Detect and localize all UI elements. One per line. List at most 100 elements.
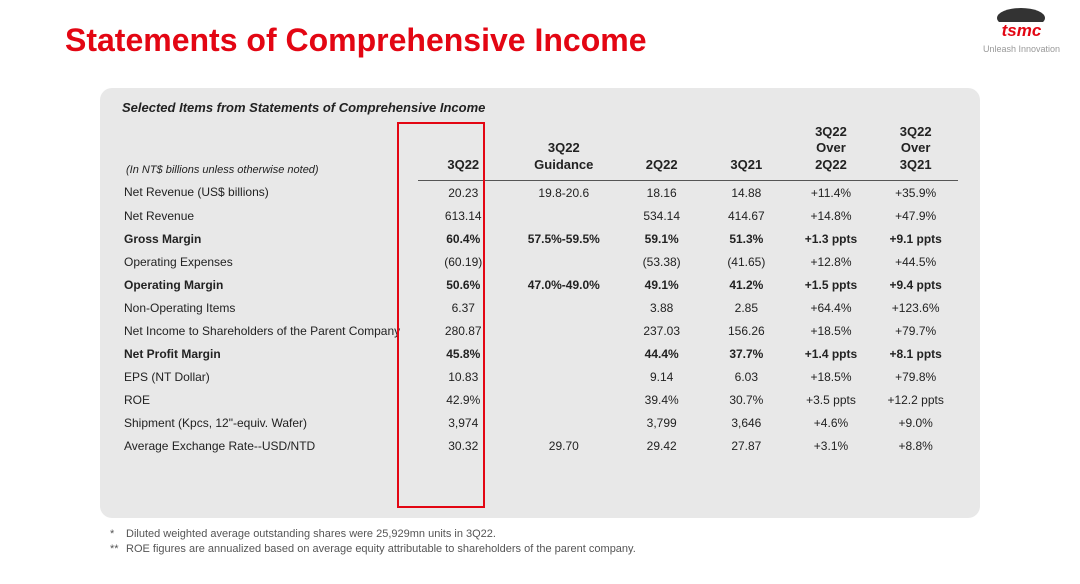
col-guidance: 3Q22 Guidance	[508, 119, 619, 181]
units-note: (In NT$ billions unless otherwise noted)	[122, 119, 418, 181]
cell-guidance: 19.8-20.6	[508, 181, 619, 205]
col-over-2q22: 3Q22 Over 2Q22	[789, 119, 874, 181]
cell-3q21: 156.26	[704, 319, 789, 342]
col-over-3q21: 3Q22 Over 3Q21	[873, 119, 958, 181]
cell-2q22: 39.4%	[619, 388, 704, 411]
cell-2q22: 237.03	[619, 319, 704, 342]
cell-over-2q22: +14.8%	[789, 204, 874, 227]
cell-3q21: 414.67	[704, 204, 789, 227]
col-over3q-l2: Over	[901, 140, 931, 155]
col-over2q-l2: Over	[816, 140, 846, 155]
cell-over-3q21: +79.8%	[873, 365, 958, 388]
cell-2q22: 29.42	[619, 434, 704, 457]
cell-3q22: 280.87	[418, 319, 508, 342]
col-guidance-l1: 3Q22	[548, 140, 580, 155]
cell-over-3q21: +123.6%	[873, 296, 958, 319]
col-3q22: 3Q22	[418, 119, 508, 181]
cell-2q22: 18.16	[619, 181, 704, 205]
cell-3q21: 27.87	[704, 434, 789, 457]
footnote-2-text: ROE figures are annualized based on aver…	[126, 543, 636, 555]
row-label: Net Income to Shareholders of the Parent…	[122, 319, 418, 342]
cell-over-2q22: +3.5 ppts	[789, 388, 874, 411]
cell-over-2q22: +1.3 ppts	[789, 227, 874, 250]
table-row: Net Income to Shareholders of the Parent…	[122, 319, 958, 342]
cell-guidance	[508, 296, 619, 319]
col-3q21: 3Q21	[704, 119, 789, 181]
cell-3q22: 30.32	[418, 434, 508, 457]
footnote-1: *Diluted weighted average outstanding sh…	[110, 528, 636, 540]
table-row: ROE42.9% 39.4%30.7%+3.5 ppts+12.2 ppts	[122, 388, 958, 411]
cell-over-3q21: +12.2 ppts	[873, 388, 958, 411]
cell-3q21: 41.2%	[704, 273, 789, 296]
row-label: ROE	[122, 388, 418, 411]
cell-over-3q21: +35.9%	[873, 181, 958, 205]
cell-over-2q22: +1.5 ppts	[789, 273, 874, 296]
cell-3q21: 37.7%	[704, 342, 789, 365]
logo-mark: tsmc	[993, 8, 1049, 42]
cell-guidance	[508, 365, 619, 388]
table-row: Shipment (Kpcs, 12"-equiv. Wafer)3,9743,…	[122, 411, 958, 434]
table-row: Net Revenue613.14534.14414.67+14.8%+47.9…	[122, 204, 958, 227]
cell-over-2q22: +11.4%	[789, 181, 874, 205]
row-label: EPS (NT Dollar)	[122, 365, 418, 388]
cell-2q22: 9.14	[619, 365, 704, 388]
cell-3q21: 6.03	[704, 365, 789, 388]
cell-guidance: 47.0%-49.0%	[508, 273, 619, 296]
cell-over-3q21: +47.9%	[873, 204, 958, 227]
cell-3q22: 3,974	[418, 411, 508, 434]
cell-3q22: 42.9%	[418, 388, 508, 411]
income-table: (In NT$ billions unless otherwise noted)…	[122, 119, 958, 457]
logo-text: tsmc	[993, 22, 1049, 39]
footnote-2: **ROE figures are annualized based on av…	[110, 543, 636, 555]
table-row: EPS (NT Dollar)10.839.146.03+18.5%+79.8%	[122, 365, 958, 388]
cell-3q21: 2.85	[704, 296, 789, 319]
logo-tagline: Unleash Innovation	[983, 44, 1060, 54]
cell-guidance: 29.70	[508, 434, 619, 457]
cell-guidance	[508, 411, 619, 434]
table-row: Net Revenue (US$ billions)20.2319.8-20.6…	[122, 181, 958, 205]
cell-guidance: 57.5%-59.5%	[508, 227, 619, 250]
cell-3q22: 613.14	[418, 204, 508, 227]
table-row: Gross Margin60.4%57.5%-59.5%59.1%51.3%+1…	[122, 227, 958, 250]
row-label: Average Exchange Rate--USD/NTD	[122, 434, 418, 457]
cell-guidance	[508, 388, 619, 411]
cell-3q22: 6.37	[418, 296, 508, 319]
row-label: Net Profit Margin	[122, 342, 418, 365]
cell-over-2q22: +12.8%	[789, 250, 874, 273]
cell-over-3q21: +44.5%	[873, 250, 958, 273]
cell-2q22: 59.1%	[619, 227, 704, 250]
cell-guidance	[508, 204, 619, 227]
row-label: Non-Operating Items	[122, 296, 418, 319]
table-row: Operating Margin50.6%47.0%-49.0%49.1%41.…	[122, 273, 958, 296]
table-row: Operating Expenses(60.19)(53.38)(41.65)+…	[122, 250, 958, 273]
income-panel: Selected Items from Statements of Compre…	[100, 88, 980, 518]
cell-2q22: 44.4%	[619, 342, 704, 365]
col-over3q-l3: 3Q21	[900, 157, 932, 172]
table-row: Average Exchange Rate--USD/NTD30.3229.70…	[122, 434, 958, 457]
cell-over-2q22: +18.5%	[789, 319, 874, 342]
cell-3q21: 30.7%	[704, 388, 789, 411]
table-row: Non-Operating Items6.373.882.85+64.4%+12…	[122, 296, 958, 319]
table-row: Net Profit Margin45.8%44.4%37.7%+1.4 ppt…	[122, 342, 958, 365]
company-logo: tsmc Unleash Innovation	[983, 8, 1060, 54]
cell-3q21: 51.3%	[704, 227, 789, 250]
cell-over-3q21: +9.1 ppts	[873, 227, 958, 250]
row-label: Gross Margin	[122, 227, 418, 250]
col-over3q-l1: 3Q22	[900, 124, 932, 139]
col-guidance-l2: Guidance	[534, 157, 593, 172]
cell-guidance	[508, 342, 619, 365]
row-label: Net Revenue (US$ billions)	[122, 181, 418, 205]
cell-3q21: 14.88	[704, 181, 789, 205]
cell-over-3q21: +8.1 ppts	[873, 342, 958, 365]
footnotes: *Diluted weighted average outstanding sh…	[110, 528, 636, 558]
cell-2q22: 49.1%	[619, 273, 704, 296]
cell-3q22: 60.4%	[418, 227, 508, 250]
cell-guidance	[508, 250, 619, 273]
col-2q22: 2Q22	[619, 119, 704, 181]
panel-subtitle: Selected Items from Statements of Compre…	[122, 100, 958, 115]
cell-2q22: 534.14	[619, 204, 704, 227]
cell-over-3q21: +9.4 ppts	[873, 273, 958, 296]
cell-over-2q22: +18.5%	[789, 365, 874, 388]
cell-3q22: (60.19)	[418, 250, 508, 273]
cell-2q22: (53.38)	[619, 250, 704, 273]
